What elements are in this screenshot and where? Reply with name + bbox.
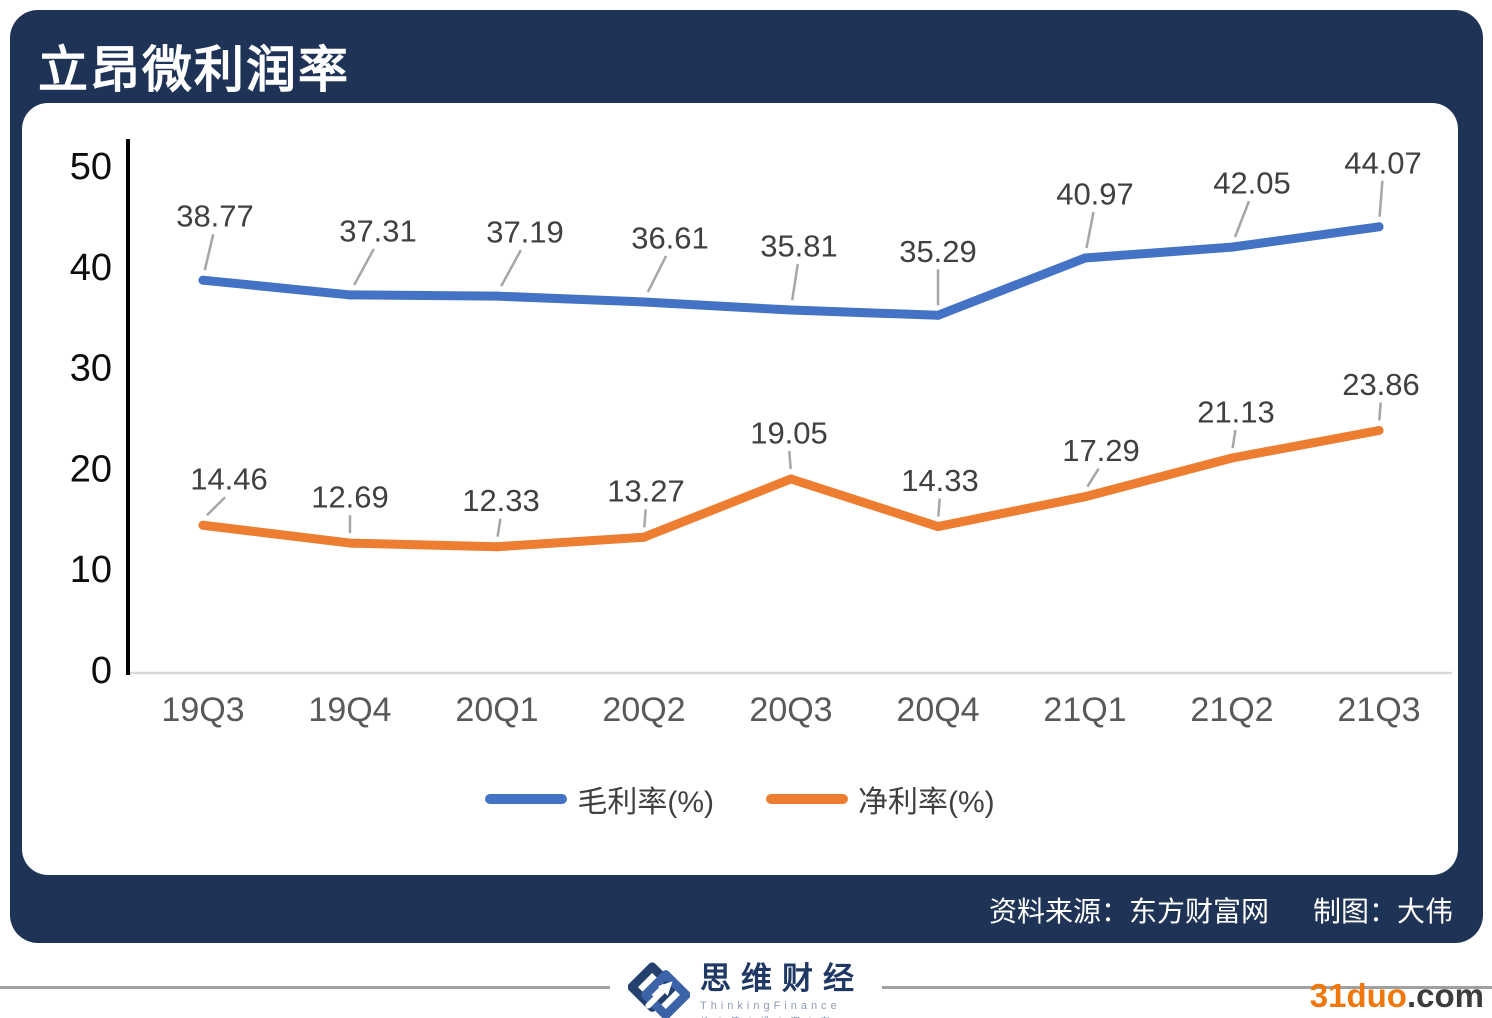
data-label: 38.77 — [176, 199, 254, 234]
label-leader-line — [643, 509, 647, 528]
legend-label: 净利率(%) — [858, 786, 995, 819]
data-label: 21.13 — [1197, 395, 1275, 430]
brand-name: 思维财经 — [700, 961, 864, 996]
data-point — [1080, 253, 1090, 263]
x-tick-label: 20Q4 — [896, 691, 979, 729]
chart-panel: 立昂微利润率 0 10 20 30 40 50 19Q3 19Q4 20Q1 20Q2 20Q3 20… — [10, 10, 1483, 943]
data-point — [345, 538, 355, 548]
data-point — [639, 532, 649, 542]
source-note: 资料来源：东方财富网 — [988, 896, 1269, 927]
brand-slogan: 价｜值｜投｜资｜者 — [700, 1013, 864, 1018]
data-label: 35.29 — [899, 234, 977, 269]
label-leader-line — [937, 498, 941, 517]
data-label: 23.86 — [1342, 367, 1420, 402]
data-label: 19.05 — [750, 415, 828, 450]
label-leader-line — [1085, 211, 1095, 249]
x-tick-label: 20Q1 — [455, 691, 538, 729]
label-leader-line — [1378, 402, 1382, 421]
label-leader-line — [1231, 429, 1237, 449]
line-chart: 0 10 20 30 40 50 19Q3 19Q4 20Q1 20Q2 20Q3 20Q4 21Q1 2… — [70, 139, 1452, 729]
x-tick-label: 21Q3 — [1337, 691, 1420, 729]
credit-note: 制图：大伟 — [1312, 896, 1453, 927]
data-point — [1227, 242, 1237, 252]
page-title: 立昂微利润率 — [38, 42, 350, 98]
x-tick-label: 21Q2 — [1190, 691, 1273, 729]
data-point — [786, 474, 796, 484]
legend-item: 净利率(%) — [766, 777, 995, 821]
label-leader-line — [353, 248, 375, 286]
data-label: 12.69 — [311, 480, 389, 515]
chart-legend: 毛利率(%) 净利率(%) — [22, 777, 1458, 821]
label-leader-line — [1378, 180, 1384, 217]
label-leader-line — [496, 518, 502, 537]
data-point — [786, 305, 796, 315]
brand-logo: 思维财经 ThinkingFinance 价｜值｜投｜资｜者 — [610, 953, 882, 1018]
x-tick-label: 20Q3 — [749, 691, 832, 729]
data-label: 17.29 — [1062, 433, 1140, 468]
watermark-tld: .com — [1406, 977, 1484, 1014]
x-tick-label: 19Q3 — [161, 691, 244, 729]
data-label: 14.33 — [901, 463, 979, 498]
data-label: 42.05 — [1213, 166, 1291, 201]
data-label: 37.31 — [339, 213, 417, 248]
legend-swatch — [485, 794, 568, 804]
watermark-site: 31duo — [1309, 977, 1407, 1014]
series-净利率(%): 14.46 12.69 12.33 13.27 19.05 14.33 17.29 21.13… — [190, 367, 1420, 552]
x-tick-label: 19Q4 — [308, 691, 391, 729]
data-label: 36.61 — [631, 220, 709, 255]
data-label: 44.07 — [1344, 145, 1422, 180]
data-label: 37.19 — [486, 215, 564, 250]
data-point — [198, 520, 208, 530]
legend-label: 毛利率(%) — [577, 786, 714, 819]
label-leader-line — [206, 496, 226, 517]
label-leader-line — [500, 249, 522, 287]
data-point — [639, 297, 649, 307]
label-leader-line — [646, 255, 668, 293]
data-point — [1374, 222, 1384, 232]
footer: 思维财经 ThinkingFinance 价｜值｜投｜资｜者 31duo.com — [0, 943, 1492, 1018]
label-leader-line — [1086, 468, 1100, 488]
data-point — [492, 291, 502, 301]
source-row: 资料来源：东方财富网 制图：大伟 — [989, 890, 1453, 930]
data-point — [345, 290, 355, 300]
series-毛利率(%): 38.77 37.31 37.19 36.61 35.81 35.29 40.97 42.05… — [176, 145, 1422, 320]
legend-item: 毛利率(%) — [485, 777, 714, 821]
watermark: 31duo.com — [1310, 977, 1484, 1015]
data-label: 40.97 — [1056, 177, 1134, 212]
y-tick-label: 20 — [70, 448, 112, 490]
data-point — [933, 310, 943, 320]
y-tick-label: 50 — [70, 146, 112, 188]
label-leader-line — [788, 450, 792, 470]
y-tick-label: 10 — [70, 549, 112, 591]
plot-area: 0 10 20 30 40 50 19Q3 19Q4 20Q1 20Q2 20Q3 20Q4 21Q1 2… — [22, 103, 1458, 875]
data-point — [1374, 425, 1384, 435]
data-point — [933, 522, 943, 532]
label-leader-line — [790, 263, 800, 301]
data-point — [492, 542, 502, 552]
label-leader-line — [1233, 200, 1251, 238]
y-tick-label: 40 — [70, 247, 112, 289]
data-label: 13.27 — [607, 474, 685, 509]
y-tick-label: 30 — [70, 348, 112, 390]
data-point — [1080, 492, 1090, 502]
data-label: 14.46 — [190, 462, 268, 497]
data-point — [198, 275, 208, 285]
label-leader-line — [203, 233, 215, 271]
data-label: 12.33 — [462, 483, 540, 518]
x-tick-label: 21Q1 — [1043, 691, 1126, 729]
x-tick-label: 20Q2 — [602, 691, 685, 729]
brand-text: 思维财经 ThinkingFinance 价｜值｜投｜资｜者 — [700, 953, 864, 1018]
data-point — [1227, 453, 1237, 463]
thinking-finance-logo-icon — [628, 961, 690, 1018]
data-label: 35.81 — [760, 229, 838, 264]
legend-swatch — [766, 794, 848, 804]
y-tick-label: 0 — [91, 650, 112, 692]
brand-subtitle: ThinkingFinance — [700, 1000, 841, 1012]
